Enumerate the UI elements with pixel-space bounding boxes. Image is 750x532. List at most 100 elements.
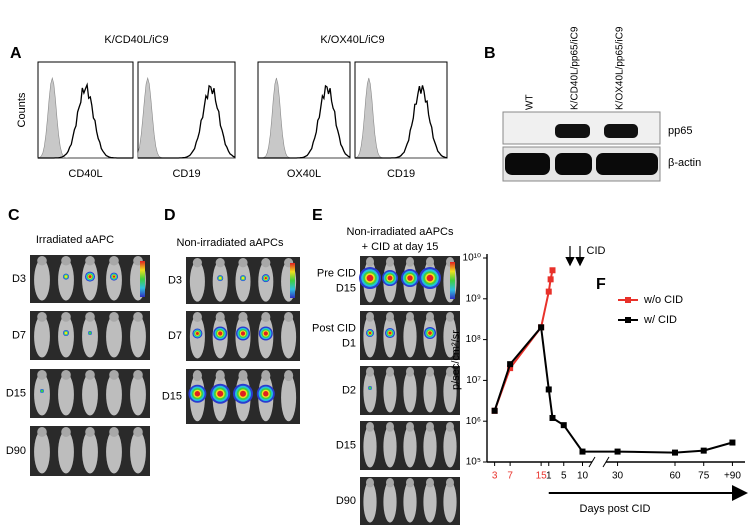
x-tick-label: 5	[561, 471, 567, 482]
y-axis-label: Counts	[16, 92, 28, 127]
row-label: D90	[336, 495, 356, 507]
lane-label: WT	[525, 94, 536, 110]
point	[507, 361, 514, 368]
mouse-head	[386, 421, 394, 432]
row-label: Post CID	[312, 322, 356, 334]
x-tick-label: 10	[577, 471, 589, 482]
row-label: D15	[336, 282, 356, 294]
y-tick-label: 10⁷	[466, 375, 481, 386]
x-tick-label: 60	[669, 471, 681, 482]
mouse	[363, 481, 377, 523]
colorbar	[290, 263, 295, 298]
mouse	[363, 425, 377, 468]
mouse-head	[406, 311, 414, 322]
mouse-head	[109, 427, 119, 437]
signal	[263, 391, 269, 397]
mouse	[281, 315, 297, 359]
row-label: Pre CID	[317, 267, 356, 279]
lane-label: K/CD40L/pp65/iC9	[570, 26, 581, 110]
band-label: β-actin	[668, 157, 701, 169]
row-label: D3	[168, 274, 182, 286]
signal	[368, 331, 372, 335]
series-line	[493, 326, 542, 412]
isotype-histogram	[137, 76, 235, 159]
band-label: pp65	[668, 125, 692, 137]
y-tick-label: 10⁸	[466, 334, 481, 345]
mouse	[363, 370, 377, 413]
marker-histogram	[38, 82, 133, 159]
mouse-head	[238, 257, 248, 268]
mouse-head	[109, 311, 119, 322]
mouse-head	[446, 311, 454, 322]
legend-marker	[625, 317, 631, 323]
row-label: D15	[162, 390, 182, 402]
signal	[240, 331, 246, 336]
mouse-head	[61, 427, 71, 437]
mouse-head	[446, 477, 454, 488]
marker-histogram	[355, 85, 448, 159]
mouse-head	[366, 366, 374, 377]
mouse-head	[37, 255, 47, 266]
row-label: D2	[342, 384, 356, 396]
y-axis-label: p/sec/cm²/sr	[450, 330, 462, 390]
mouse-head	[386, 366, 394, 377]
panel-label: D	[164, 207, 176, 224]
mouse-head	[426, 477, 434, 488]
point	[560, 422, 567, 429]
mouse	[403, 425, 417, 468]
point	[547, 276, 554, 283]
point	[672, 449, 678, 456]
mouse	[423, 481, 437, 523]
signal	[195, 332, 199, 335]
series-line	[547, 389, 733, 454]
mouse-head	[192, 370, 202, 382]
x-axis-label: CD19	[387, 168, 415, 180]
signal	[218, 331, 223, 336]
mouse-head	[284, 312, 294, 322]
mouse-head	[386, 256, 394, 267]
signal	[64, 275, 68, 278]
signal	[64, 331, 68, 335]
mouse	[403, 315, 417, 358]
group-title: K/CD40L/iC9	[104, 34, 168, 46]
signal	[263, 331, 268, 336]
panel-title: Non-irradiated aAPCs	[177, 237, 284, 249]
signal	[368, 386, 372, 390]
mouse	[82, 373, 98, 416]
mouse-head	[446, 366, 454, 377]
mouse	[82, 315, 98, 358]
y-tick-label: 10⁹	[466, 293, 481, 304]
mouse-head	[85, 255, 95, 266]
mouse	[34, 259, 50, 301]
signal	[40, 389, 44, 393]
mouse-head	[109, 369, 119, 380]
mouse	[58, 373, 74, 416]
panel-label: C	[8, 207, 20, 224]
mouse-head	[133, 369, 143, 380]
point	[538, 324, 545, 331]
panel-title: Non-irradiated aAPCs	[347, 226, 454, 238]
point	[507, 365, 514, 372]
mouse	[189, 261, 205, 302]
mouse	[423, 425, 437, 468]
signal	[217, 390, 224, 397]
row-label: D3	[12, 273, 26, 285]
mouse-head	[192, 312, 202, 322]
isotype-histogram	[258, 77, 350, 159]
isotype-histogram	[354, 77, 447, 159]
mouse-head	[133, 427, 143, 437]
mouse	[130, 315, 146, 358]
blot-band	[596, 153, 658, 175]
signal	[387, 275, 393, 281]
x-axis-label: CD19	[172, 168, 200, 180]
mouse-head	[426, 421, 434, 432]
mouse-head	[238, 312, 248, 322]
signal	[112, 275, 116, 278]
signal	[88, 331, 92, 335]
mouse	[58, 430, 74, 474]
mouse-head	[192, 257, 202, 268]
colorbar	[140, 261, 145, 297]
mouse-head	[446, 421, 454, 432]
mouse-head	[37, 369, 47, 380]
